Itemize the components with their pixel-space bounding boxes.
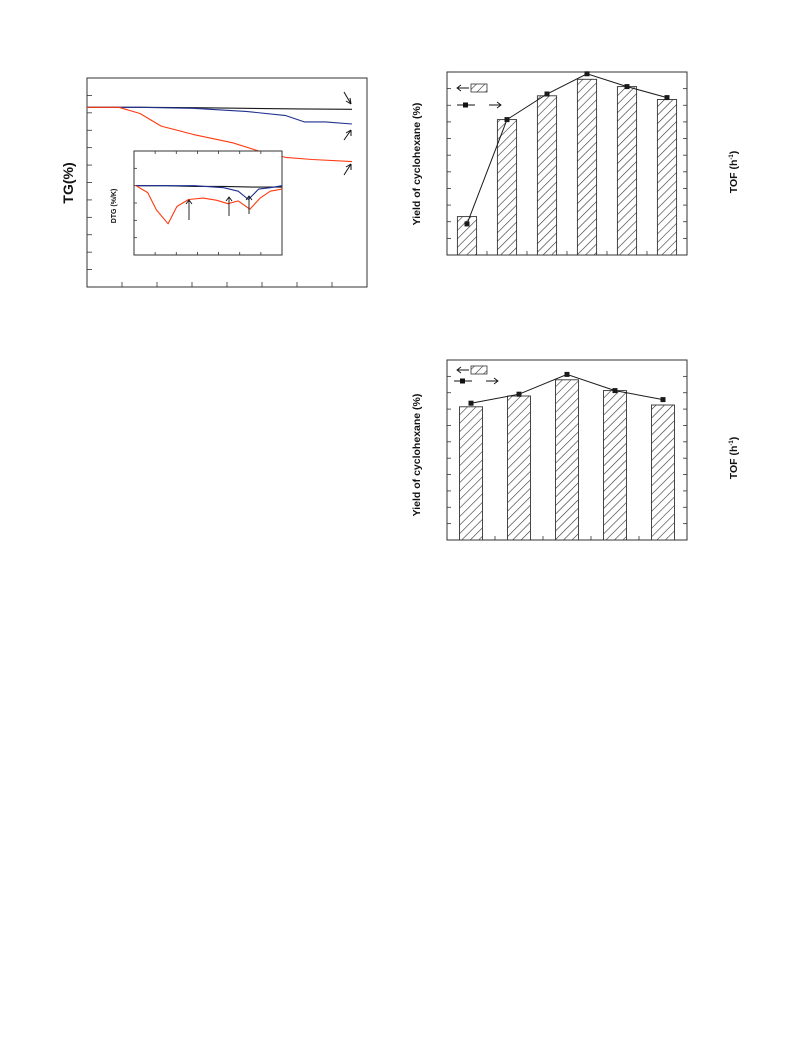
tof-point	[624, 84, 630, 90]
yield-top-ticks	[446, 71, 688, 256]
tof-point	[504, 117, 510, 123]
svg-text:TOF (h-1): TOF (h-1)	[728, 437, 740, 480]
yield-top-y2label: TOF (h-1)	[728, 151, 740, 194]
series-red-line	[135, 185, 283, 225]
y2-sup: -1	[729, 154, 735, 160]
y2-unit: (h	[728, 446, 740, 456]
y2-main: TOF	[728, 458, 740, 479]
yield-top-legend	[456, 83, 502, 109]
tg-lines	[87, 106, 353, 163]
legend-bar-swatch	[470, 365, 488, 375]
yield-bottom-tof-line	[468, 371, 666, 406]
bar	[616, 86, 638, 256]
tg-ylabel: TG(%)	[60, 162, 76, 203]
bar	[555, 379, 579, 541]
tof-point	[660, 397, 666, 403]
legend-square-marker	[463, 102, 468, 108]
series-blue-line	[136, 185, 283, 201]
series-blue-line	[87, 106, 353, 125]
dtg-peak-arrows	[185, 195, 253, 220]
legend-left-arrow	[456, 84, 469, 92]
legend-left-arrow	[456, 366, 469, 374]
tof-point	[664, 95, 670, 101]
legend-square-marker	[460, 378, 465, 384]
yield-top-bars	[456, 78, 678, 256]
yield-top-tof-line	[464, 71, 670, 227]
dtg-ticks	[133, 150, 283, 256]
yield-top-frame	[446, 71, 688, 256]
legend-right-arrow	[489, 101, 502, 109]
yield-bottom-y2label: TOF (h-1)	[728, 437, 740, 480]
tof-point	[584, 71, 590, 77]
tof-point	[464, 221, 470, 227]
y2-sup: -1	[729, 440, 735, 446]
y2-main: TOF	[728, 172, 740, 193]
tof-point	[516, 391, 522, 397]
tof-point	[612, 388, 618, 394]
tof-line	[466, 73, 668, 225]
y2-close: )	[728, 437, 740, 441]
dtg-ylabel: DTG (%/K)	[111, 189, 118, 224]
bar	[651, 404, 675, 541]
y2-unit: (h	[728, 160, 740, 170]
tg-panel: TG(%) DTG (%/K)	[60, 77, 368, 288]
bar	[603, 390, 627, 541]
yield-bottom-bars	[459, 379, 675, 541]
legend-right-arrow	[486, 377, 499, 385]
bar	[536, 95, 558, 256]
y2-close: )	[728, 151, 740, 155]
bar	[459, 406, 483, 541]
tof-point	[468, 400, 474, 406]
tg-ticks	[86, 77, 368, 288]
svg-text:TOF (h-1): TOF (h-1)	[728, 151, 740, 194]
bar	[496, 119, 518, 256]
dtg-inset: DTG (%/K)	[111, 150, 283, 256]
bar	[456, 216, 478, 256]
bar	[507, 395, 531, 541]
bar	[656, 99, 678, 256]
yield-top-ylabel: Yield of cyclohexane (%)	[411, 103, 423, 226]
dtg-lines	[135, 185, 283, 225]
legend-bar-swatch	[470, 83, 488, 93]
tof-point	[544, 91, 550, 97]
yield-bottom-panel: Yield of cyclohexane (%) TOF (h-1)	[411, 359, 740, 541]
tof-point	[564, 371, 570, 377]
dtg-inset-frame	[133, 150, 283, 256]
series-red-line	[87, 106, 353, 163]
yield-top-panel: Yield of cyclohexane (%) TOF (h-1)	[411, 71, 740, 256]
bar	[576, 78, 598, 256]
yield-bottom-legend	[454, 365, 499, 385]
tg-curve-arrows	[343, 91, 352, 176]
yield-bottom-ticks	[446, 359, 688, 541]
yield-bottom-ylabel: Yield of cyclohexane (%)	[411, 394, 423, 517]
